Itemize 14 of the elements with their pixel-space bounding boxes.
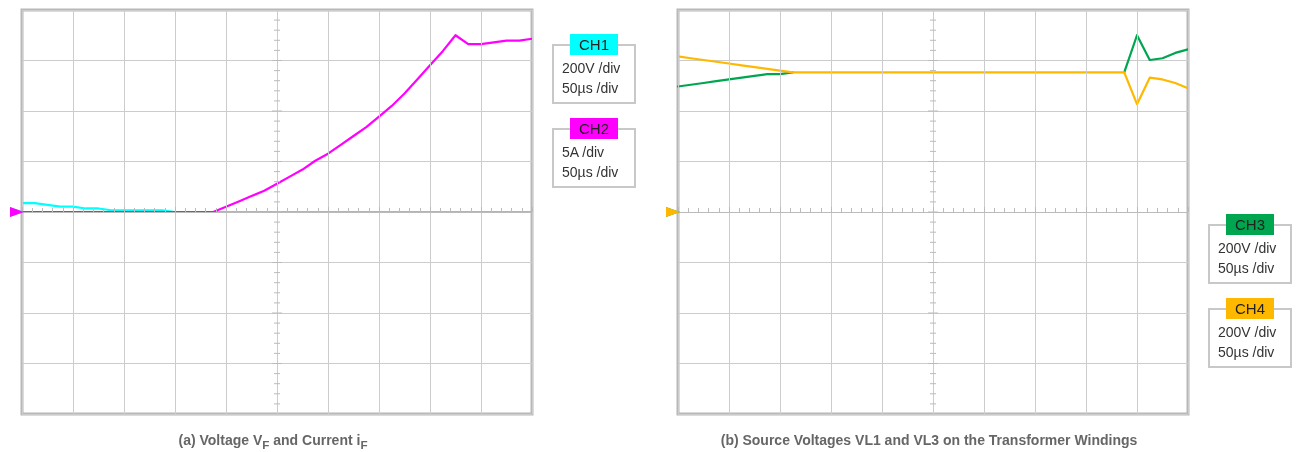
text: 50µs /div: [1218, 259, 1276, 278]
text: CH2: [570, 118, 619, 139]
text: CH1: [570, 34, 619, 55]
text: CH3: [1226, 214, 1275, 235]
text: 50µs /div: [1218, 343, 1276, 362]
text: 50µs /div: [562, 79, 620, 98]
text: 5A /div: [562, 143, 606, 162]
text: (a) Voltage V$_{F}$ and Current i$_{F}$: [177, 432, 369, 451]
text: 50µs /div: [562, 163, 620, 182]
text: 200V /div: [1218, 239, 1278, 258]
text: 200V /div: [1218, 323, 1278, 342]
text: 200V /div: [562, 59, 622, 78]
text: (b) Source Voltages VL1 and VL3 on the Transformer Windings: [719, 432, 1139, 448]
text: CH4: [1226, 298, 1275, 319]
